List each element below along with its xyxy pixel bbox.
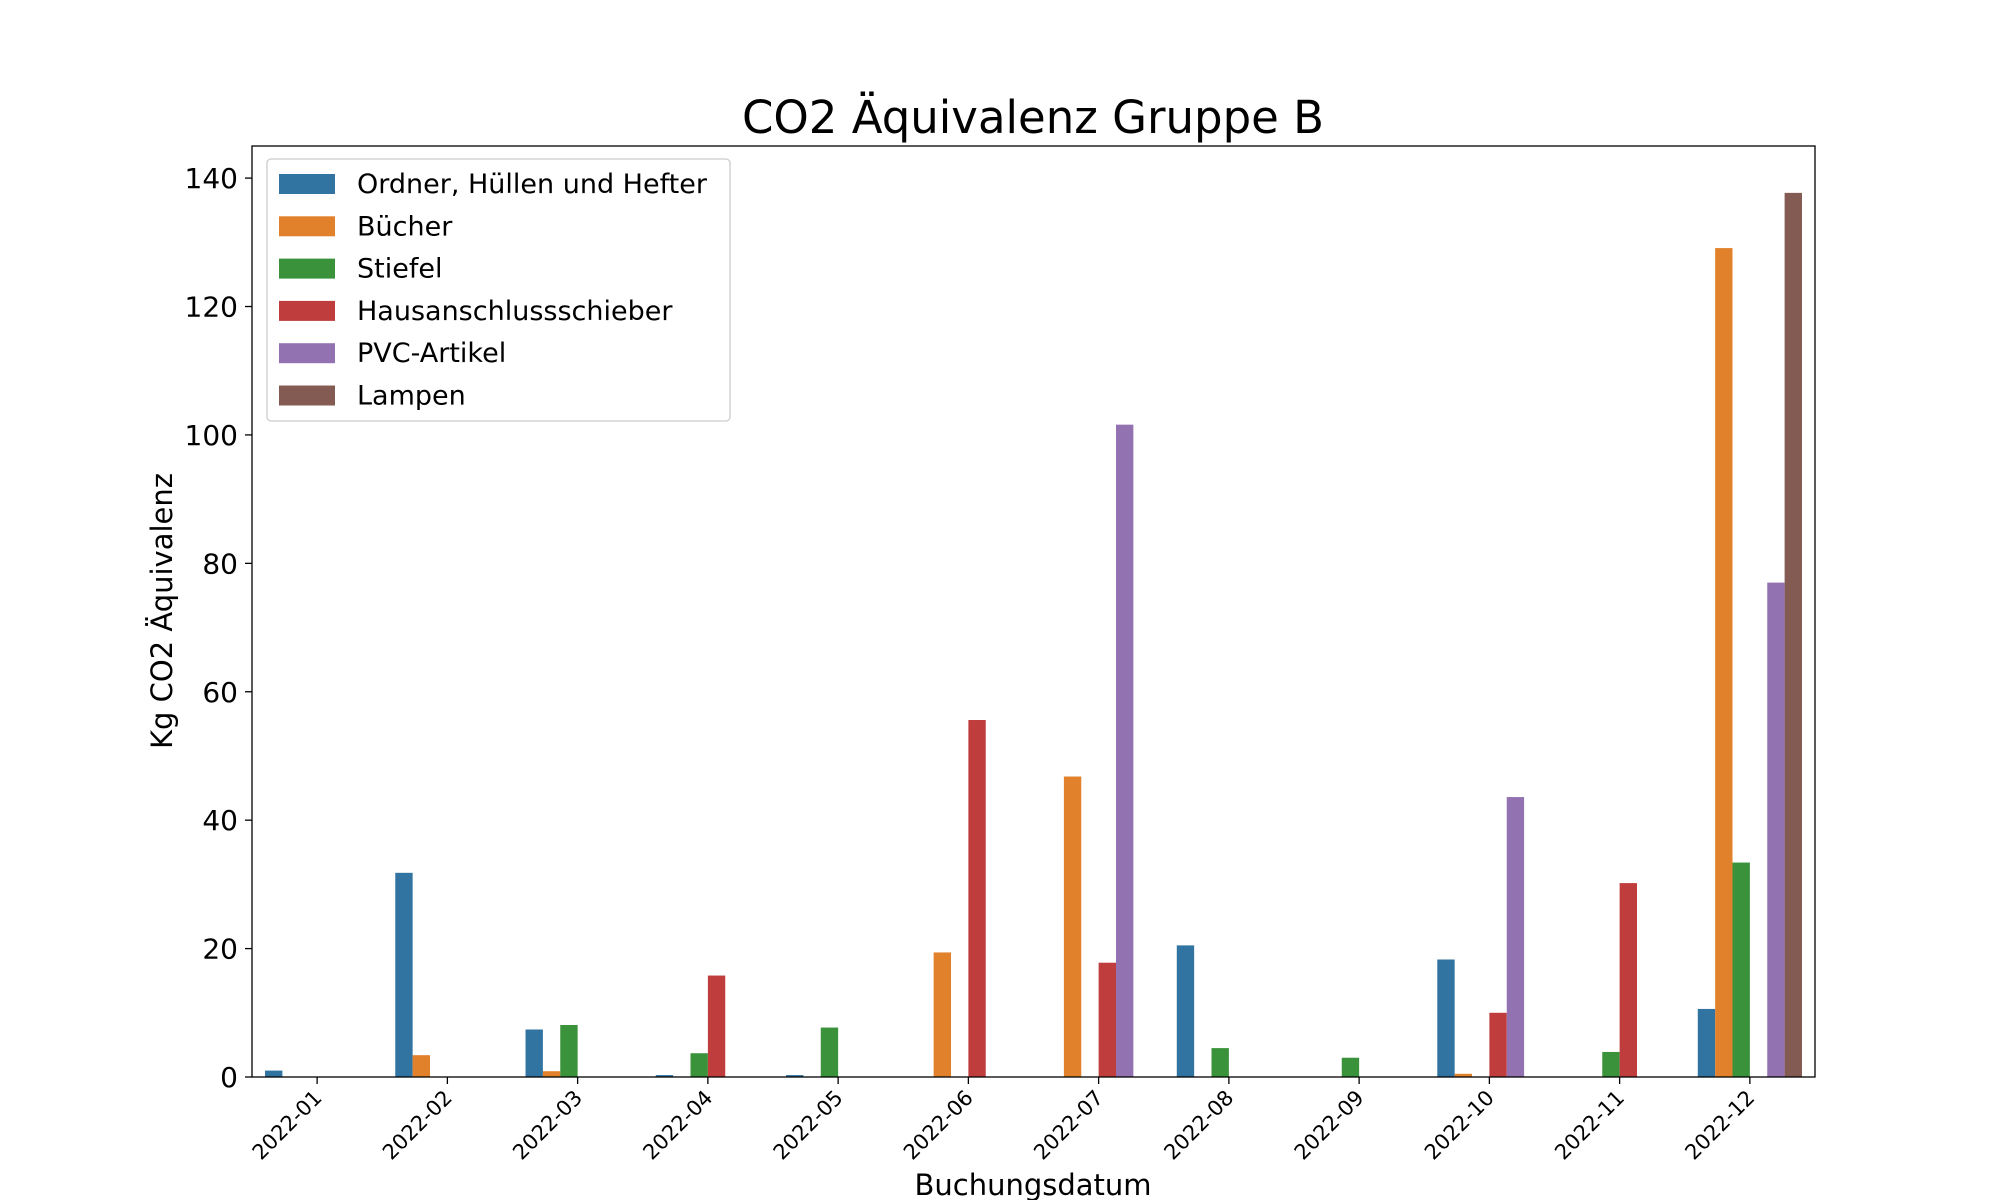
bar-ordner-h-llen-und-hefter-2022-08 bbox=[1176, 945, 1195, 1077]
legend: Ordner, Hüllen und Hefter Bücher Stiefel Ha… bbox=[266, 158, 731, 422]
x-tick-label: 2022-03 bbox=[508, 1086, 587, 1165]
y-axis: 0 20 40 60 80 100 120 140 bbox=[185, 162, 252, 1094]
bar-hausanschlussschieber-2022-07 bbox=[1098, 962, 1116, 1077]
bar-stiefel-2022-12 bbox=[1732, 862, 1750, 1077]
y-axis-title: Kg CO2 Äquivalenz bbox=[145, 473, 179, 749]
legend-label: Lampen bbox=[357, 381, 466, 412]
bar-b-cher-2022-03 bbox=[542, 1071, 561, 1077]
bar-ordner-h-llen-und-hefter-2022-02 bbox=[395, 872, 413, 1077]
bar-stiefel-2022-03 bbox=[560, 1024, 578, 1077]
legend-label: Stiefel bbox=[357, 254, 442, 285]
x-axis: 2022-01 2022-02 2022-03 2022-04 2022-05 2022-… bbox=[248, 1077, 1759, 1165]
bar-hausanschlussschieber-2022-10 bbox=[1489, 1012, 1507, 1077]
x-tick-label: 2022-07 bbox=[1029, 1086, 1108, 1165]
x-tick-label: 2022-09 bbox=[1290, 1086, 1369, 1165]
x-axis-title: Buchungsdatum bbox=[914, 1168, 1151, 1200]
x-tick-label: 2022-02 bbox=[378, 1086, 457, 1165]
bar-ordner-h-llen-und-hefter-2022-03 bbox=[525, 1029, 543, 1077]
bar-hausanschlussschieber-2022-04 bbox=[707, 975, 726, 1077]
bar-ordner-h-llen-und-hefter-2022-10 bbox=[1437, 959, 1455, 1077]
legend-swatch bbox=[279, 258, 335, 279]
bar-ordner-h-llen-und-hefter-2022-12 bbox=[1697, 1008, 1716, 1077]
x-tick-label: 2022-05 bbox=[769, 1086, 848, 1165]
legend-swatch bbox=[279, 385, 335, 406]
bar-b-cher-2022-10 bbox=[1454, 1073, 1473, 1077]
x-tick-label: 2022-04 bbox=[638, 1086, 717, 1165]
bar-stiefel-2022-08 bbox=[1211, 1048, 1229, 1077]
bar-b-cher-2022-06 bbox=[933, 952, 952, 1077]
x-tick-label: 2022-08 bbox=[1159, 1086, 1238, 1165]
bars-layer bbox=[265, 192, 1802, 1078]
legend-swatch bbox=[279, 216, 335, 237]
x-tick-label: 2022-10 bbox=[1420, 1086, 1499, 1165]
bar-ordner-h-llen-und-hefter-2022-05 bbox=[786, 1075, 804, 1077]
legend-swatch bbox=[279, 174, 335, 194]
legend-swatch bbox=[279, 300, 335, 321]
y-tick-label: 80 bbox=[202, 547, 238, 580]
legend-swatch bbox=[279, 343, 335, 364]
bar-stiefel-2022-05 bbox=[820, 1027, 839, 1077]
x-tick-label: 2022-12 bbox=[1680, 1086, 1759, 1165]
y-tick-label: 140 bbox=[185, 162, 238, 195]
bar-pvc-artikel-2022-12 bbox=[1767, 582, 1785, 1077]
bar-lampen-2022-12 bbox=[1784, 192, 1802, 1077]
bar-b-cher-2022-12 bbox=[1715, 248, 1733, 1078]
chart-title: CO2 Äquivalenz Gruppe B bbox=[742, 91, 1324, 144]
bar-ordner-h-llen-und-hefter-2022-01 bbox=[265, 1070, 283, 1077]
bar-ordner-h-llen-und-hefter-2022-04 bbox=[655, 1075, 674, 1077]
x-tick-label: 2022-11 bbox=[1550, 1086, 1629, 1165]
y-tick-label: 120 bbox=[185, 291, 238, 324]
bar-b-cher-2022-07 bbox=[1063, 776, 1082, 1077]
plot-frame bbox=[251, 145, 1816, 1078]
y-tick-label: 20 bbox=[202, 933, 238, 966]
legend-label: Hausanschlussschieber bbox=[357, 296, 673, 327]
bar-pvc-artikel-2022-07 bbox=[1115, 424, 1134, 1077]
x-tick-label: 2022-06 bbox=[899, 1086, 978, 1165]
legend-label: Bücher bbox=[357, 211, 453, 242]
y-tick-label: 0 bbox=[220, 1061, 238, 1094]
bar-stiefel-2022-09 bbox=[1341, 1057, 1360, 1077]
legend-label: PVC-Artikel bbox=[357, 338, 506, 369]
bar-hausanschlussschieber-2022-11 bbox=[1619, 883, 1637, 1077]
bar-pvc-artikel-2022-10 bbox=[1506, 797, 1525, 1077]
x-tick-label: 2022-01 bbox=[248, 1086, 327, 1165]
y-tick-label: 100 bbox=[185, 419, 238, 452]
bar-b-cher-2022-02 bbox=[412, 1055, 431, 1077]
bar-hausanschlussschieber-2022-06 bbox=[968, 720, 986, 1077]
y-tick-label: 60 bbox=[202, 676, 238, 709]
bar-stiefel-2022-11 bbox=[1602, 1051, 1620, 1077]
bar-stiefel-2022-04 bbox=[690, 1053, 708, 1077]
legend-label: Ordner, Hüllen und Hefter bbox=[357, 169, 708, 200]
legend-frame bbox=[266, 158, 731, 422]
y-tick-label: 40 bbox=[202, 804, 238, 837]
